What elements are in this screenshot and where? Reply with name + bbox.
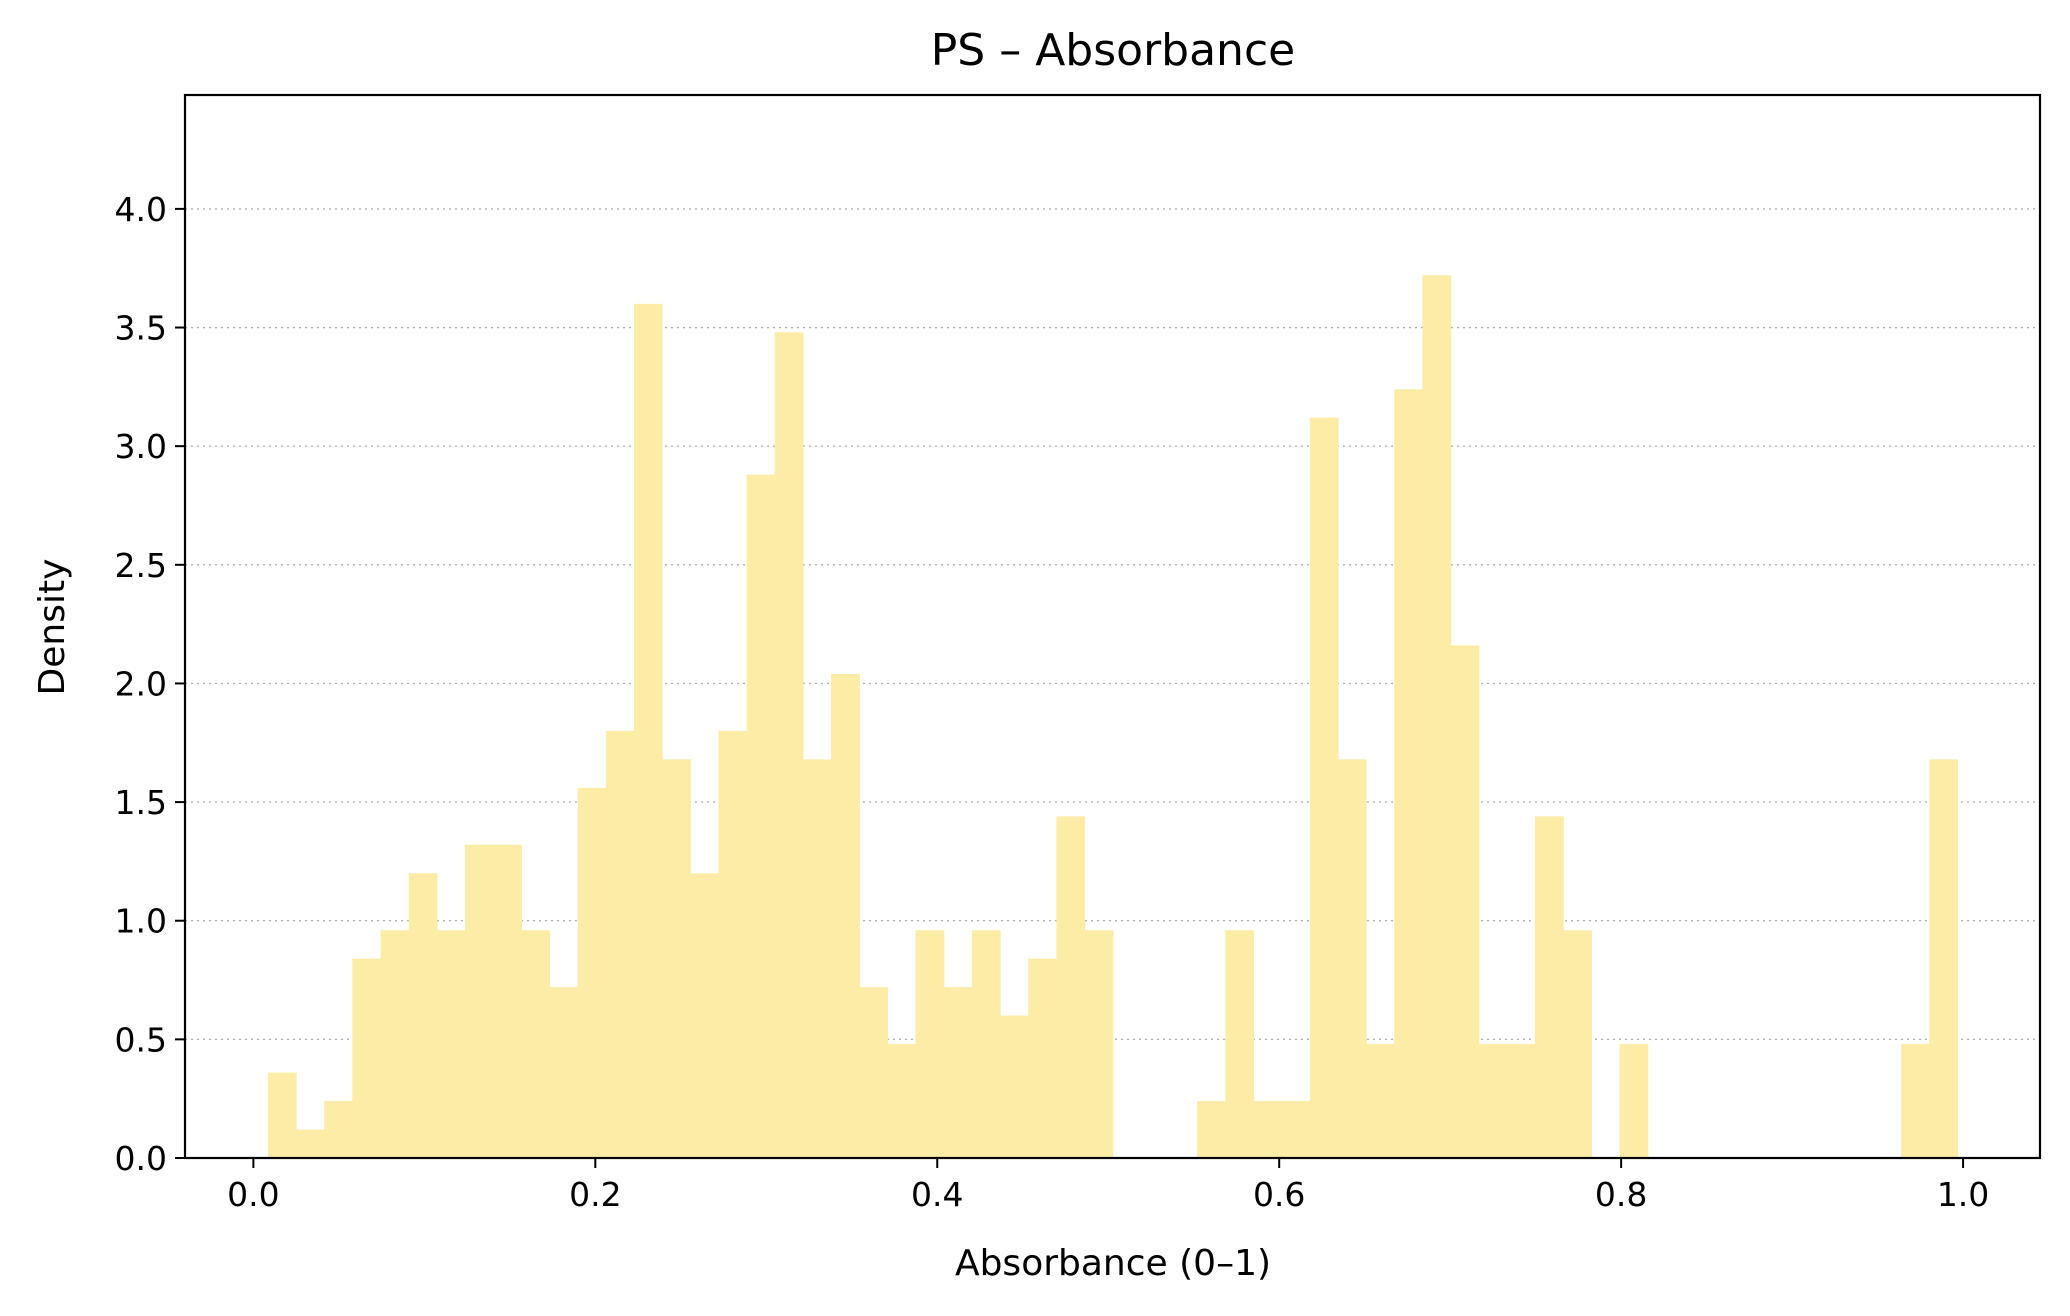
histogram-bar — [1056, 816, 1086, 1158]
x-tick-label: 0.0 — [227, 1175, 279, 1214]
histogram-bar — [802, 759, 832, 1158]
y-tick-label: 0.0 — [115, 1139, 167, 1178]
histogram-bar — [296, 1129, 325, 1158]
y-tick-label: 2.0 — [115, 664, 167, 703]
y-axis-ticks: 0.0 0.5 1.0 1.5 2.0 2.5 3.0 3.5 4.0 — [115, 190, 185, 1178]
y-tick-label: 4.0 — [115, 190, 167, 229]
histogram-bar — [408, 873, 438, 1158]
histogram-bar — [436, 930, 466, 1158]
plot-frame — [183, 93, 2042, 1160]
histogram-bar — [1450, 645, 1480, 1158]
histogram-bar — [521, 930, 551, 1158]
histogram-bar — [633, 303, 663, 1158]
histogram-bar — [887, 1044, 917, 1158]
y-tick-label: 3.5 — [115, 309, 167, 348]
histogram-bar — [1084, 930, 1114, 1158]
histogram-bar — [1000, 1015, 1029, 1158]
histogram-bar — [718, 730, 748, 1158]
histogram-bar — [1619, 1044, 1649, 1158]
y-tick-label: 1.5 — [115, 783, 167, 822]
histogram-bar — [1253, 1101, 1283, 1158]
histogram-bar — [1901, 1044, 1930, 1158]
x-tick-label: 0.4 — [911, 1175, 963, 1214]
histogram-bar — [662, 759, 691, 1158]
y-axis-label: Density — [32, 559, 73, 696]
x-axis-label: Absorbance (0–1) — [955, 1243, 1271, 1284]
histogram-bar — [971, 930, 1001, 1158]
y-tick-label: 0.5 — [115, 1020, 167, 1059]
histogram-bar — [1366, 1044, 1395, 1158]
histogram-bar — [1337, 759, 1367, 1158]
histogram-bar — [915, 930, 945, 1158]
histogram-bar — [577, 787, 607, 1158]
histogram-bar — [267, 1072, 297, 1158]
x-tick-label: 1.0 — [1937, 1175, 1989, 1214]
histogram-bar — [1028, 958, 1057, 1158]
chart-title: PS – Absorbance — [931, 25, 1295, 76]
histogram-bar — [465, 844, 494, 1158]
histogram-bar — [1309, 417, 1339, 1159]
histogram-bar — [1929, 759, 1959, 1158]
histogram-bar — [746, 474, 776, 1159]
y-tick-label: 1.0 — [115, 902, 167, 941]
histogram-bar — [859, 987, 889, 1158]
x-tick-label: 0.2 — [569, 1175, 621, 1214]
histogram-bar — [1197, 1101, 1226, 1158]
histogram-bar — [943, 987, 973, 1158]
histogram-bar — [324, 1101, 353, 1158]
histogram-bar — [549, 987, 579, 1158]
grid-lines — [185, 208, 2040, 1041]
histogram-bar — [1422, 275, 1452, 1159]
y-tick-label: 2.5 — [115, 546, 167, 585]
histogram-bar — [1281, 1101, 1311, 1158]
histogram-bars — [267, 275, 1959, 1159]
y-tick-label: 3.0 — [115, 427, 167, 466]
x-tick-label: 0.8 — [1595, 1175, 1647, 1214]
histogram-bar — [831, 673, 860, 1158]
histogram-bar — [380, 930, 410, 1158]
histogram-bar — [1535, 816, 1564, 1158]
histogram-bar — [605, 730, 635, 1158]
x-axis-ticks: 0.0 0.2 0.4 0.6 0.8 1.0 — [227, 1158, 1989, 1214]
histogram-bar — [774, 332, 804, 1158]
histogram-bar — [493, 844, 522, 1158]
histogram-bar — [352, 958, 382, 1158]
histogram-bar — [1563, 930, 1592, 1158]
histogram-bar — [1478, 1044, 1508, 1158]
histogram-bar — [690, 873, 720, 1158]
x-tick-label: 0.6 — [1253, 1175, 1305, 1214]
histogram-bar — [1394, 389, 1424, 1158]
histogram-bar — [1225, 930, 1255, 1158]
histogram-bar — [1506, 1044, 1536, 1158]
